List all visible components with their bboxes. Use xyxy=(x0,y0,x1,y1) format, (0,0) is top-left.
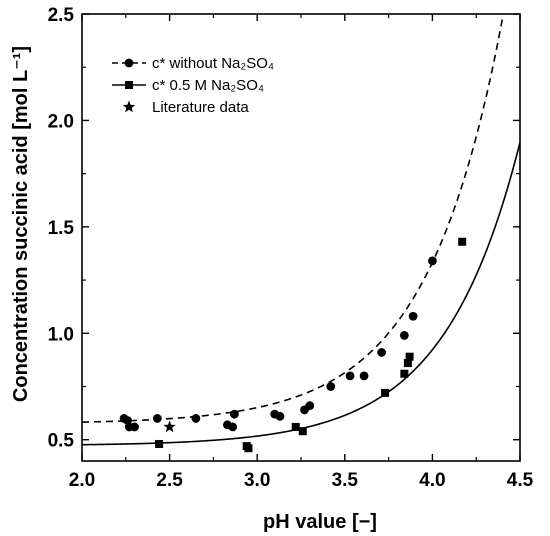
x-tick-label: 3.5 xyxy=(332,470,359,491)
data-point-circle xyxy=(275,411,285,421)
legend-marker-2 xyxy=(122,100,136,113)
data-point-square xyxy=(405,352,414,361)
data-markers xyxy=(119,237,467,453)
data-point-circle xyxy=(228,422,238,432)
x-tick-label: 3.0 xyxy=(244,470,270,491)
y-axis-title: Concentration succinic acid [mol L⁻¹] xyxy=(10,46,32,402)
x-tick-label: 4.5 xyxy=(507,470,534,491)
data-point-circle xyxy=(230,409,239,419)
legend-entry-2: Literature data xyxy=(152,99,249,116)
fit-curves xyxy=(82,14,520,446)
x-tick-label: 2.5 xyxy=(156,470,183,491)
data-point-circle xyxy=(305,401,315,411)
data-point-square xyxy=(291,422,300,431)
legend-marker-0 xyxy=(124,58,134,68)
y-tick-label: 0.5 xyxy=(48,431,75,452)
axes: 2.0 2.5 3.0 3.5 4.0 4.5 0.5 1.0 1.5 2.0 2.5 xyxy=(48,5,534,491)
data-point-circle xyxy=(408,311,418,321)
y-tick-label: 1.0 xyxy=(48,324,74,345)
fit-curve-without-na2so4 xyxy=(82,14,505,423)
data-point-circle xyxy=(377,348,386,357)
data-point-circle xyxy=(130,422,139,432)
fit-curve-0.5m-na2so4 xyxy=(82,142,520,446)
data-point-square xyxy=(298,427,307,436)
data-point-square xyxy=(403,359,412,368)
data-point-circle xyxy=(152,414,162,423)
data-point-circle xyxy=(345,371,355,381)
data-point-square xyxy=(458,237,467,246)
data-point-circle xyxy=(326,382,336,391)
data-point-circle xyxy=(359,371,369,381)
y-tick-label: 2.0 xyxy=(48,111,74,132)
x-axis-title: pH value [−] xyxy=(263,511,377,533)
y-tick-label: 1.5 xyxy=(48,218,75,239)
y-tick-label: 2.5 xyxy=(48,5,75,26)
data-point-circle xyxy=(191,414,201,423)
data-point-square xyxy=(400,369,409,378)
x-tick-label: 2.0 xyxy=(69,470,95,491)
legend: c* without Na₂SO₄ c* 0.5 M Na₂SO₄ Literatu… xyxy=(112,55,274,116)
data-point-square xyxy=(244,444,253,453)
data-point-square xyxy=(155,439,164,448)
data-point-star xyxy=(163,420,176,433)
legend-entry-1: c* 0.5 M Na₂SO₄ xyxy=(152,77,264,94)
data-point-circle xyxy=(399,331,409,340)
legend-marker-1 xyxy=(125,81,133,89)
data-point-circle xyxy=(428,256,437,266)
x-tick-label: 4.0 xyxy=(419,470,445,491)
plot-frame xyxy=(81,13,521,462)
data-point-square xyxy=(381,388,390,397)
legend-entry-0: c* without Na₂SO₄ xyxy=(152,55,274,72)
